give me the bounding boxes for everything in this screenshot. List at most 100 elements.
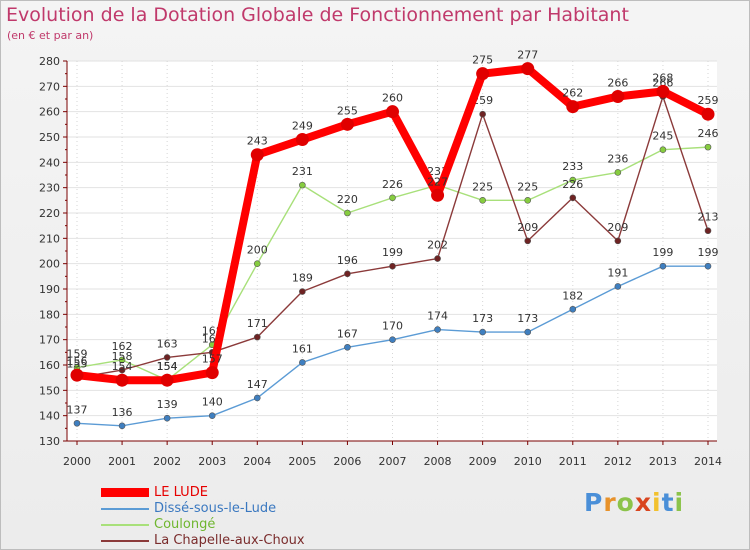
data-point-la-chapelle-aux-choux <box>118 366 126 374</box>
data-label-la-chapelle-aux-choux: 202 <box>427 239 448 252</box>
data-label-coulong-: 245 <box>652 130 673 143</box>
data-label-coulong-: 162 <box>112 340 133 353</box>
data-label-coulong-: 159 <box>67 348 88 361</box>
data-label-le-lude: 266 <box>607 76 628 89</box>
data-label-diss-sous-le-lude: 170 <box>382 320 403 333</box>
data-point-la-chapelle-aux-choux <box>479 110 486 118</box>
data-point-le-lude <box>340 117 354 131</box>
data-point-le-lude <box>250 148 264 162</box>
data-label-coulong-: 225 <box>517 180 538 193</box>
data-label-le-lude: 259 <box>698 94 719 107</box>
data-label-coulong-: 226 <box>382 178 403 191</box>
data-label-le-lude: 260 <box>382 92 403 105</box>
data-label-diss-sous-le-lude: 173 <box>517 312 538 325</box>
data-point-le-lude <box>521 62 535 76</box>
data-point-le-lude <box>656 84 670 98</box>
data-point-diss-sous-le-lude <box>118 422 126 430</box>
data-point-la-chapelle-aux-choux <box>434 255 441 262</box>
brand-letter: P <box>584 488 604 517</box>
y-tick-label: 150 <box>39 384 60 397</box>
data-label-coulong-: 236 <box>607 152 628 165</box>
data-point-la-chapelle-aux-choux <box>299 288 306 295</box>
data-point-diss-sous-le-lude <box>569 305 577 313</box>
y-tick-label: 280 <box>39 55 60 68</box>
legend-label-disse: Dissé-sous-le-Lude <box>154 501 277 516</box>
data-point-coulong- <box>299 181 306 189</box>
data-point-le-lude <box>386 105 399 119</box>
data-point-la-chapelle-aux-choux <box>253 333 261 341</box>
data-label-le-lude: 262 <box>562 87 583 100</box>
data-label-coulong-: 200 <box>247 244 268 257</box>
data-point-diss-sous-le-lude <box>299 359 306 366</box>
data-point-le-lude <box>160 373 174 387</box>
data-point-la-chapelle-aux-choux <box>344 270 351 278</box>
chart-title: Evolution de la Dotation Globale de Fonc… <box>6 4 629 26</box>
data-label-diss-sous-le-lude: 137 <box>67 403 88 416</box>
data-label-diss-sous-le-lude: 182 <box>562 289 583 302</box>
data-label-coulong-: 233 <box>562 160 583 173</box>
data-label-la-chapelle-aux-choux: 266 <box>652 76 673 89</box>
data-point-diss-sous-le-lude <box>344 343 351 351</box>
data-label-le-lude: 157 <box>202 353 223 366</box>
brand-letter: t <box>661 488 675 517</box>
x-tick-label: 2013 <box>649 455 677 468</box>
data-label-diss-sous-le-lude: 173 <box>472 312 493 325</box>
data-label-le-lude: 227 <box>427 175 448 188</box>
data-label-la-chapelle-aux-choux: 226 <box>562 178 583 191</box>
x-tick-label: 2007 <box>379 455 407 468</box>
data-label-coulong-: 154 <box>157 360 178 373</box>
legend-item-le-lude: LE LUDE <box>101 485 341 501</box>
data-point-la-chapelle-aux-choux <box>704 227 712 235</box>
data-label-diss-sous-le-lude: 140 <box>202 396 223 409</box>
legend-label-le-lude: LE LUDE <box>154 485 208 500</box>
data-point-coulong- <box>253 260 261 267</box>
data-point-diss-sous-le-lude <box>253 394 261 402</box>
data-point-coulong- <box>524 197 532 204</box>
chart-subtitle: (en € et par an) <box>7 29 94 42</box>
data-label-diss-sous-le-lude: 136 <box>112 406 133 419</box>
data-point-coulong- <box>389 194 396 202</box>
data-label-coulong-: 225 <box>472 180 493 193</box>
data-point-diss-sous-le-lude <box>659 262 667 270</box>
data-label-le-lude: 154 <box>112 360 133 373</box>
legend-label-coulonge: Coulongé <box>154 517 216 532</box>
y-tick-label: 240 <box>39 156 60 169</box>
data-point-diss-sous-le-lude <box>479 328 486 336</box>
data-label-diss-sous-le-lude: 161 <box>292 342 313 355</box>
data-label-le-lude: 249 <box>292 120 313 133</box>
x-tick-label: 2010 <box>514 455 542 468</box>
data-point-le-lude <box>701 107 715 121</box>
data-label-la-chapelle-aux-choux: 199 <box>382 246 403 259</box>
data-label-le-lude: 268 <box>652 71 673 84</box>
brand-letter: x <box>634 488 652 517</box>
data-label-la-chapelle-aux-choux: 209 <box>517 221 538 234</box>
data-point-diss-sous-le-lude <box>163 414 171 422</box>
brand-letter: i <box>652 488 662 517</box>
x-tick-label: 2011 <box>559 455 587 468</box>
data-label-la-chapelle-aux-choux: 171 <box>247 317 268 330</box>
brand-letter: o <box>616 488 635 517</box>
data-label-la-chapelle-aux-choux: 209 <box>607 221 628 234</box>
legend-label-chapelle: La Chapelle-aux-Choux <box>154 533 305 548</box>
data-point-diss-sous-le-lude <box>704 262 712 270</box>
data-point-coulong- <box>569 176 577 184</box>
legend-item-chapelle: La Chapelle-aux-Choux <box>101 533 341 549</box>
x-tick-label: 2008 <box>424 455 452 468</box>
data-label-diss-sous-le-lude: 199 <box>698 246 719 259</box>
legend-swatch-coulonge <box>101 524 149 526</box>
data-label-coulong-: 231 <box>292 165 313 178</box>
y-tick-label: 220 <box>39 207 60 220</box>
x-tick-label: 2004 <box>243 455 271 468</box>
data-label-la-chapelle-aux-choux: 155 <box>67 358 88 371</box>
data-point-la-chapelle-aux-choux <box>163 354 171 361</box>
x-tick-label: 2014 <box>694 455 722 468</box>
data-point-coulong- <box>479 197 486 204</box>
data-label-coulong-: 246 <box>698 127 719 140</box>
data-point-la-chapelle-aux-choux <box>524 237 532 245</box>
data-point-diss-sous-le-lude <box>73 419 81 427</box>
y-tick-label: 270 <box>39 80 60 93</box>
data-label-diss-sous-le-lude: 167 <box>337 327 358 340</box>
data-label-le-lude: 255 <box>337 104 358 117</box>
